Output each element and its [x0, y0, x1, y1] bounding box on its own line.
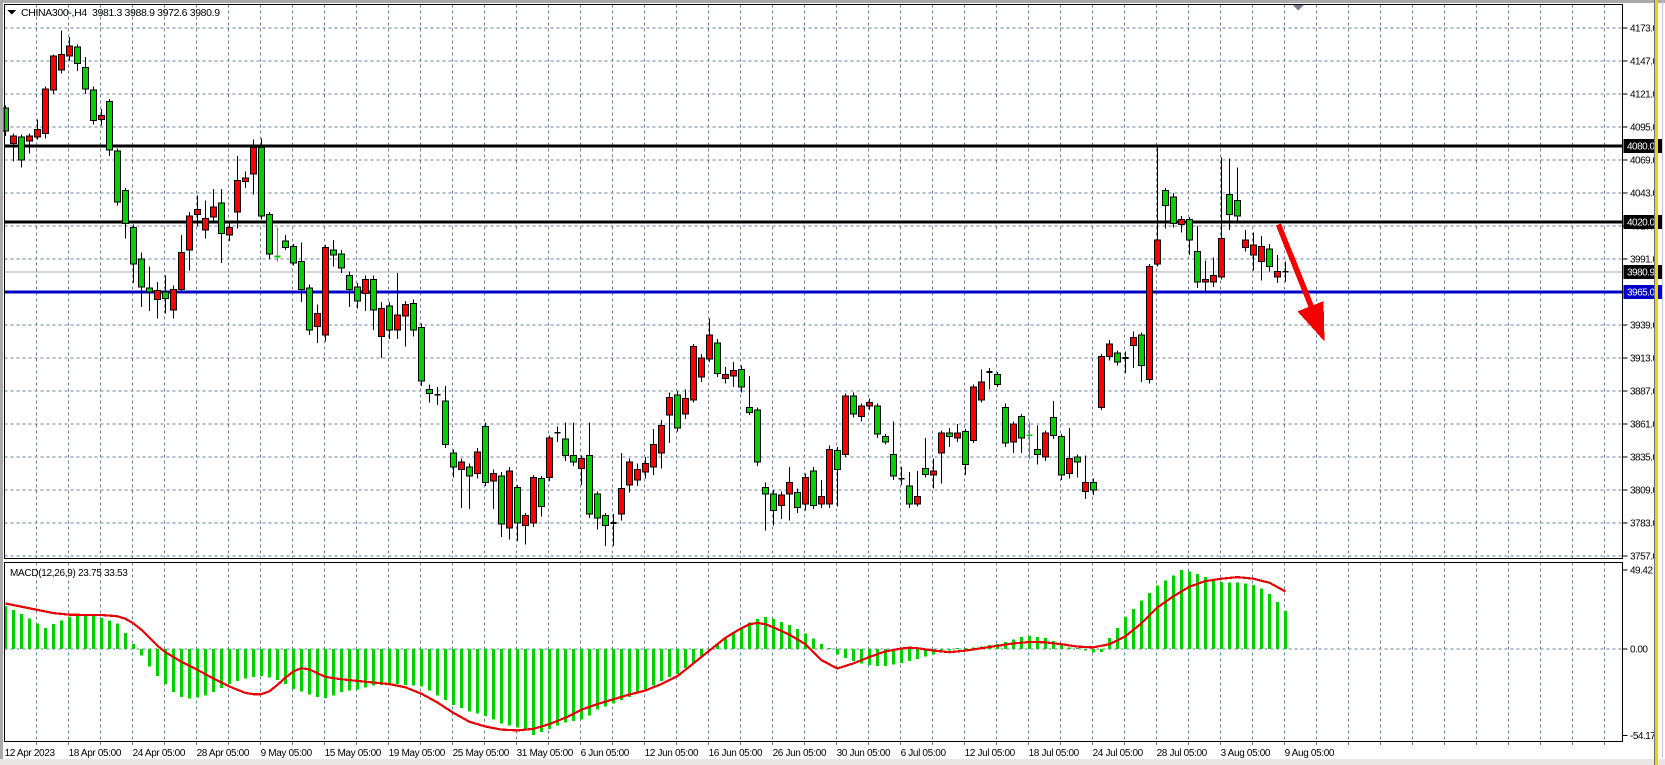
svg-text:9 Aug 05:00: 9 Aug 05:00 — [1285, 748, 1335, 759]
svg-text:0.00: 0.00 — [1630, 645, 1648, 656]
svg-text:18 Jul 05:00: 18 Jul 05:00 — [1029, 748, 1080, 759]
svg-text:28 Apr 05:00: 28 Apr 05:00 — [197, 748, 250, 759]
svg-text:6 Jun 05:00: 6 Jun 05:00 — [581, 748, 630, 759]
svg-text:4147.0: 4147.0 — [1630, 57, 1659, 68]
svg-text:3809.0: 3809.0 — [1630, 486, 1659, 497]
svg-text:49.42: 49.42 — [1630, 566, 1653, 577]
svg-text:4121.0: 4121.0 — [1630, 90, 1659, 101]
svg-text:6 Jul 05:00: 6 Jul 05:00 — [901, 748, 947, 759]
svg-text:3 Aug 05:00: 3 Aug 05:00 — [1221, 748, 1271, 759]
svg-text:15 May 05:00: 15 May 05:00 — [325, 748, 382, 759]
svg-text:16 Jun 05:00: 16 Jun 05:00 — [709, 748, 763, 759]
svg-text:24 Apr 05:00: 24 Apr 05:00 — [133, 748, 186, 759]
svg-text:12 Jul 05:00: 12 Jul 05:00 — [965, 748, 1016, 759]
svg-text:3757.0: 3757.0 — [1630, 552, 1659, 563]
svg-text:26 Jun 05:00: 26 Jun 05:00 — [773, 748, 827, 759]
svg-text:4043.0: 4043.0 — [1630, 189, 1659, 200]
svg-text:25 May 05:00: 25 May 05:00 — [453, 748, 510, 759]
svg-text:3965.0: 3965.0 — [1627, 288, 1656, 299]
svg-text:12 Jun 05:00: 12 Jun 05:00 — [645, 748, 699, 759]
svg-text:12 Apr 2023: 12 Apr 2023 — [5, 748, 56, 759]
svg-text:3861.0: 3861.0 — [1630, 420, 1659, 431]
svg-text:3913.0: 3913.0 — [1630, 354, 1659, 365]
svg-text:4095.0: 4095.0 — [1630, 123, 1659, 134]
svg-text:4069.0: 4069.0 — [1630, 156, 1659, 167]
svg-text:3980.9: 3980.9 — [1627, 267, 1656, 278]
svg-text:MACD(12,26,9) 23.75 33.53: MACD(12,26,9) 23.75 33.53 — [10, 568, 128, 579]
svg-text:9 May 05:00: 9 May 05:00 — [261, 748, 313, 759]
svg-text:-54.17: -54.17 — [1630, 731, 1656, 742]
svg-text:3835.0: 3835.0 — [1630, 453, 1659, 464]
svg-text:18 Apr 05:00: 18 Apr 05:00 — [69, 748, 122, 759]
svg-text:CHINA300-,H4 3981.3 3988.9 39: CHINA300-,H4 3981.3 3988.9 3972.6 3980.9 — [21, 7, 220, 19]
svg-text:4080.0: 4080.0 — [1627, 142, 1656, 153]
svg-text:19 May 05:00: 19 May 05:00 — [389, 748, 446, 759]
svg-text:31 May 05:00: 31 May 05:00 — [517, 748, 574, 759]
svg-text:3887.0: 3887.0 — [1630, 387, 1659, 398]
svg-text:28 Jul 05:00: 28 Jul 05:00 — [1157, 748, 1208, 759]
svg-text:24 Jul 05:00: 24 Jul 05:00 — [1093, 748, 1144, 759]
svg-text:30 Jun 05:00: 30 Jun 05:00 — [837, 748, 891, 759]
svg-text:3939.0: 3939.0 — [1630, 321, 1659, 332]
svg-text:3783.0: 3783.0 — [1630, 519, 1659, 530]
svg-text:4020.0: 4020.0 — [1627, 218, 1656, 229]
svg-text:3991.0: 3991.0 — [1630, 255, 1659, 266]
svg-text:4173.0: 4173.0 — [1630, 24, 1659, 35]
